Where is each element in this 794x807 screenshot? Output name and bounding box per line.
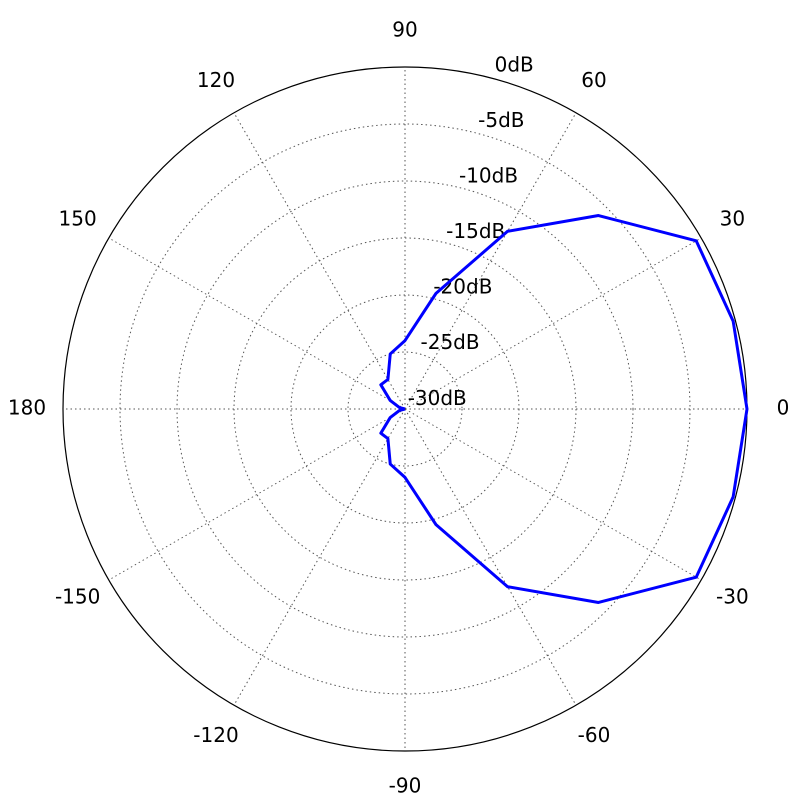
grid-spoke [233, 408, 406, 706]
grid-spoke [404, 237, 702, 410]
grid-spoke [404, 112, 577, 410]
radial-label: -5dB [478, 108, 524, 132]
angle-label: -60 [578, 723, 611, 747]
angle-label: 90 [392, 18, 417, 42]
radial-label: -10dB [459, 164, 518, 188]
grid-spoke [233, 112, 406, 410]
radial-label: -25dB [421, 330, 480, 354]
angle-label: 180 [8, 396, 46, 420]
angle-label: -90 [389, 774, 422, 798]
pattern-line [379, 214, 749, 604]
angle-label: 120 [197, 68, 235, 92]
angle-label: 0 [777, 396, 790, 420]
grid-spoke [404, 408, 577, 706]
grid-spoke [108, 408, 406, 581]
grid-spoke [108, 237, 406, 410]
angle-label: 30 [720, 207, 745, 231]
angle-label: -150 [55, 585, 100, 609]
radial-label: -30dB [408, 386, 467, 410]
radial-label: 0dB [495, 53, 534, 77]
grid-ring [176, 180, 634, 638]
angle-label: -30 [716, 585, 749, 609]
grid-ring [347, 351, 463, 467]
grid-spoke [404, 408, 702, 581]
angle-label: 150 [59, 207, 97, 231]
angle-label: -120 [193, 723, 238, 747]
radial-label: -15dB [446, 219, 505, 243]
angle-label: 60 [581, 68, 606, 92]
